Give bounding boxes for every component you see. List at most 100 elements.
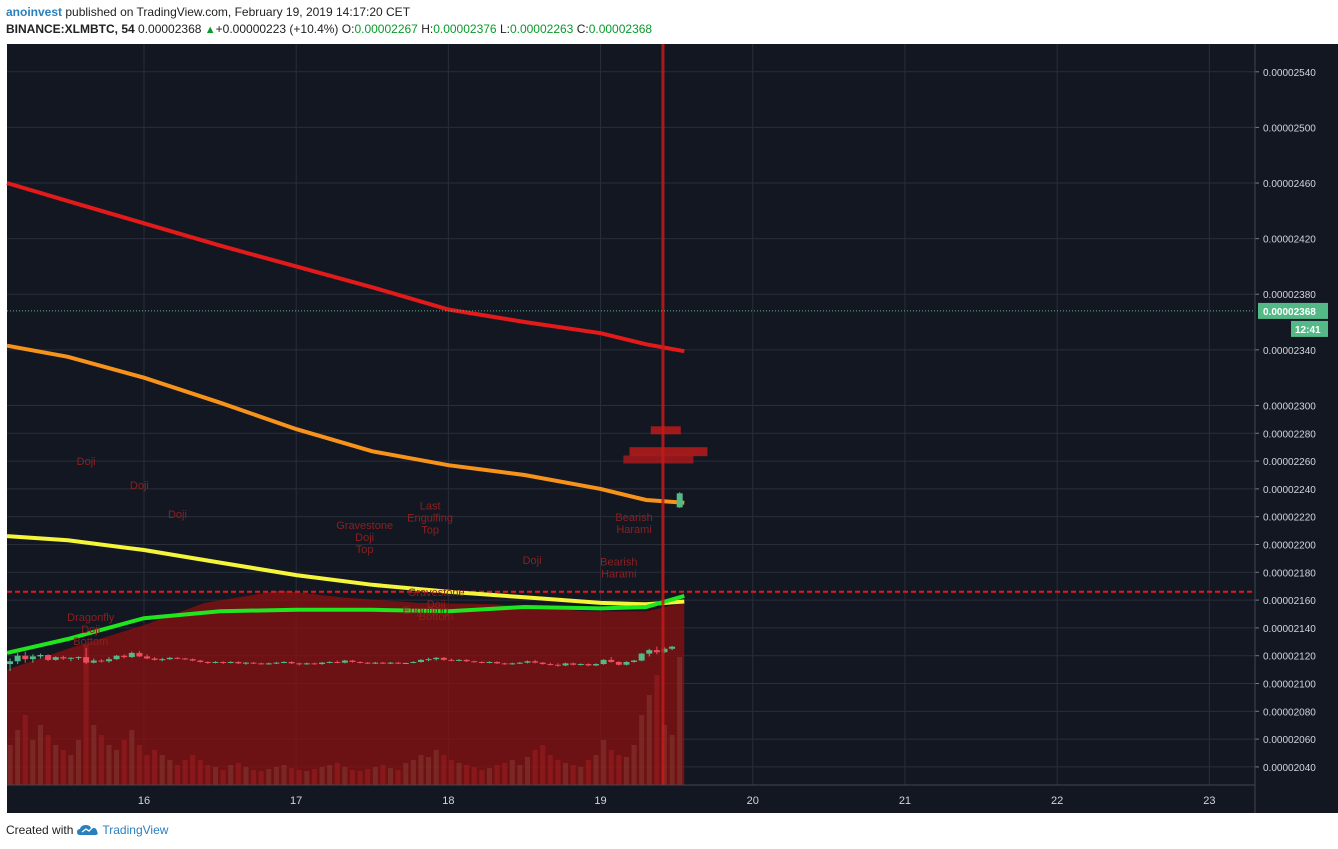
- time-tick-label: 23: [1203, 795, 1215, 807]
- price-tick-label: 0.00002420: [1263, 235, 1316, 246]
- price-tick-label: 0.00002540: [1263, 68, 1316, 79]
- pattern-label: Top: [356, 544, 374, 556]
- time-axis-panel: [7, 785, 1255, 813]
- candle-body: [494, 661, 501, 664]
- price-tick-label: 0.00002240: [1263, 485, 1316, 496]
- candle-body: [128, 652, 135, 658]
- candle-body: [250, 662, 257, 664]
- candle-body: [341, 660, 348, 663]
- price-tick-label: 0.00002340: [1263, 346, 1316, 357]
- candle-body: [608, 659, 615, 662]
- candle-body: [410, 661, 417, 663]
- created-with-label: Created with: [6, 823, 74, 837]
- resistance-box: [650, 426, 681, 435]
- publish-info: anoinvest published on TradingView.com, …: [6, 5, 410, 19]
- candle-body: [159, 659, 166, 661]
- author-link[interactable]: anoinvest: [6, 5, 63, 19]
- candle-body: [554, 664, 561, 666]
- candle-body: [121, 655, 128, 658]
- candle-body: [433, 657, 440, 660]
- price-tick-label: 0.00002460: [1263, 179, 1316, 190]
- candle-body: [52, 657, 59, 660]
- candle-body: [204, 661, 211, 663]
- time-tick-label: 21: [899, 795, 911, 807]
- close-label: C:: [576, 22, 589, 36]
- candle-body: [296, 663, 303, 665]
- candle-body: [311, 663, 318, 665]
- candle-body: [174, 657, 181, 659]
- time-tick-label: 18: [442, 795, 454, 807]
- candle-body: [379, 662, 386, 664]
- candle-body: [440, 657, 447, 660]
- candle-body: [75, 657, 82, 659]
- published-text: published on TradingView.com, February 1…: [65, 5, 411, 19]
- resistance-box: [629, 447, 708, 457]
- candle-body: [532, 661, 539, 663]
- moving-average-line-4: [6, 593, 685, 655]
- price-chart[interactable]: DojiDojiDojiGravestoneDojiTopLastEngulfi…: [0, 44, 1338, 814]
- candle-body: [227, 661, 234, 663]
- candle-body: [425, 659, 432, 661]
- candle-body: [577, 664, 584, 666]
- candle-body: [364, 662, 371, 664]
- price-tick-label: 0.00002140: [1263, 624, 1316, 635]
- candle-body: [265, 663, 272, 665]
- candle-body: [288, 661, 295, 664]
- pattern-label: Engulfing: [403, 605, 449, 617]
- candle-body: [22, 655, 29, 660]
- footer: Created with TradingView: [6, 823, 168, 837]
- price-tick-label: 0.00002100: [1263, 680, 1316, 691]
- candle-body: [570, 663, 577, 665]
- candle-body: [29, 656, 36, 660]
- candle-body: [638, 653, 645, 661]
- low-value: 0.00002263: [509, 22, 574, 36]
- last-price-tag: [1258, 302, 1328, 319]
- candle-body: [220, 661, 227, 663]
- pattern-label: Bearish: [615, 512, 652, 524]
- candle-body: [319, 662, 326, 665]
- price-axis-panel: [1255, 44, 1338, 813]
- price-tick-label: 0.00002040: [1263, 763, 1316, 774]
- pattern-label: Doji: [130, 480, 149, 492]
- candle-body: [456, 659, 463, 661]
- candle-body: [486, 661, 493, 663]
- candle-body: [448, 659, 455, 661]
- pattern-label: Doji: [168, 509, 187, 521]
- candle-body: [669, 646, 676, 649]
- candle-body: [105, 659, 112, 662]
- price-tick-label: 0.00002260: [1263, 457, 1316, 468]
- candle-body: [166, 657, 173, 660]
- price-tick-label: 0.00002280: [1263, 429, 1316, 440]
- candle-body: [334, 661, 341, 663]
- candle-body: [516, 662, 523, 664]
- candle-body: [151, 658, 158, 660]
- ohlc-legend: BINANCE:XLMBTC, 54 0.00002368 ▲+0.000002…: [6, 22, 652, 36]
- candle-body: [60, 657, 67, 659]
- candle-body: [471, 661, 478, 663]
- pattern-label: Doji: [77, 456, 96, 468]
- tradingview-link[interactable]: TradingView: [77, 823, 168, 837]
- price-tick-label: 0.00002300: [1263, 401, 1316, 412]
- open-value: 0.00002267: [354, 22, 418, 36]
- pattern-label: Last: [420, 501, 441, 513]
- low-label: L:: [499, 22, 510, 36]
- candle-body: [90, 660, 97, 663]
- candle-body: [7, 661, 14, 665]
- pattern-label: Bearish: [600, 556, 637, 568]
- last-price-tag-label: 0.00002368: [1263, 307, 1316, 318]
- pattern-label: Engulfing: [407, 513, 453, 525]
- candle-body: [242, 662, 249, 664]
- candle-body: [197, 660, 204, 662]
- candle-body: [113, 655, 120, 660]
- candle-body: [524, 661, 531, 663]
- candle-body: [14, 655, 21, 662]
- price-tick-label: 0.00002180: [1263, 568, 1316, 579]
- candle-body: [349, 660, 356, 662]
- candle-body: [562, 663, 569, 666]
- resistance-box: [623, 455, 694, 464]
- candle-body: [37, 655, 44, 657]
- price-tick-label: 0.00002200: [1263, 540, 1316, 551]
- candle-body: [646, 650, 653, 654]
- candle-body: [615, 661, 622, 665]
- candle-body: [417, 659, 424, 662]
